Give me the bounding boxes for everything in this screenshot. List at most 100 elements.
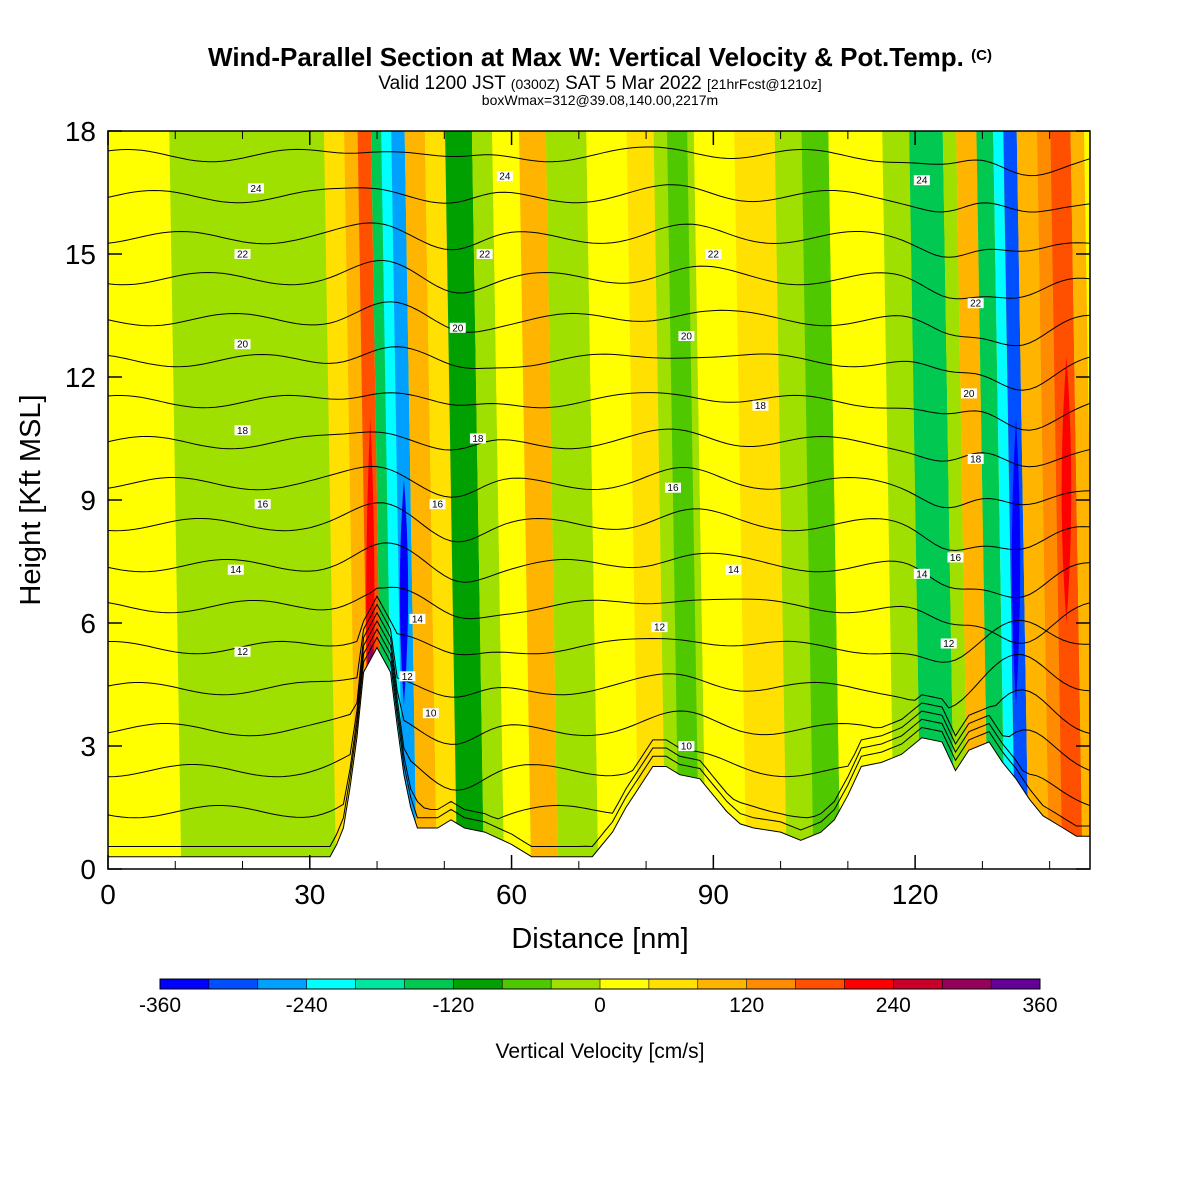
colorbar-tick-label-4: 120 [729,994,764,1017]
contour-label-text: 12 [943,639,955,650]
colorbar-label: Vertical Velocity [cm/s] [496,1040,705,1063]
contour-label-text: 22 [479,250,491,261]
y-axis-label: Height [Kft MSL] [15,394,47,605]
contour-label-text: 22 [708,250,720,261]
theta-contour-24 [108,222,1090,258]
contour-label-box [409,613,426,624]
contour-label-13: 18 [752,400,769,412]
terrain [108,646,1090,869]
colorbar-swatch-17 [991,979,1041,989]
contour-label-28: 10 [678,741,695,753]
velocity-band-25 [909,131,955,869]
contour-label-6: 22 [967,298,984,310]
contour-label-text: 22 [970,299,982,310]
theta-contour-17 [108,502,1090,552]
velocity-core-1 [399,479,409,705]
theta-contour-13 [108,603,1090,709]
velocity-band-29 [993,131,1016,869]
colorbar-swatch-16 [942,979,992,989]
contour-label-3: 22 [234,249,251,261]
forecast-info: [21hrFcst@1210z] [706,76,822,92]
contour-label-text: 18 [237,426,249,437]
velocity-band-22 [801,131,841,869]
contour-label-box [967,454,984,464]
contour-label-text: 20 [452,323,464,334]
contour-label-text: 16 [257,500,269,511]
contour-label-text: 14 [412,614,424,625]
contour-label-10: 20 [960,388,977,400]
contour-label-5: 22 [705,249,722,261]
terrain-profile [108,646,1090,869]
contour-label-11: 18 [234,425,251,437]
contour-label-box [725,564,742,575]
contour-label-14: 18 [967,454,984,466]
theta-contour-10 [108,628,1090,820]
contour-label-text: 24 [916,176,928,187]
y-tick-label-0: 0 [80,854,96,885]
x-tick-label-30: 30 [294,879,325,910]
y-tick-label-12: 12 [65,362,96,393]
x-tick-label-120: 120 [892,879,939,910]
colorbar-swatch-8 [551,979,601,989]
colorbar-tick-label-6: 360 [1022,994,1057,1017]
contour-label-0: 24 [247,183,264,195]
contour-label-box [429,499,446,510]
theta-contour-11 [108,619,1090,791]
contour-label-box [913,175,930,186]
velocity-band-11 [471,131,505,869]
contour-label-text: 10 [425,709,437,720]
contour-label-text: 20 [681,332,693,343]
contour-label-text: 12 [237,647,249,658]
contour-label-box [678,741,695,751]
contour-label-text: 14 [230,565,242,576]
contour-label-box [967,298,984,309]
theta-contour-22 [108,301,1090,347]
contour-label-text: 20 [963,389,975,400]
contour-label-box [469,433,486,444]
colorbar-tick-label-3: 0 [594,994,606,1017]
contour-label-text: 24 [250,184,262,195]
contour-label-text: 16 [950,553,962,564]
contour-label-box [678,331,695,341]
contour-label-text: 14 [916,569,928,580]
theta-contour-9 [108,636,1090,848]
contour-label-box [752,400,769,411]
x-tick-label-0: 0 [100,879,116,910]
contour-label-21: 14 [725,564,742,576]
contour-label-15: 16 [254,499,271,511]
contour-label-27: 10 [422,708,439,720]
chart-title: Wind-Parallel Section at Max W: Vertical… [208,42,992,72]
velocity-band-20 [734,131,787,869]
theta-contour-21 [108,346,1090,391]
velocity-band-23 [828,131,895,869]
theta-contour-12 [108,611,1090,745]
colorbar-swatch-7 [502,979,552,989]
y-tick-label-6: 6 [80,608,96,639]
contour-label-22: 14 [913,568,930,580]
x-tick-label-90: 90 [698,879,729,910]
colorbar-swatch-5 [404,979,454,989]
contour-label-box [422,708,439,719]
x-axis-label: Distance [nm] [511,923,688,955]
velocity-band-14 [545,131,599,869]
velocity-band-16 [626,131,666,869]
contour-label-20: 14 [409,613,426,625]
contour-label-box [234,425,251,436]
chart-subtitle: Valid 1200 JST (0300Z) SAT 5 Mar 2022 [2… [378,73,822,94]
contour-label-box [705,249,722,259]
contour-label-text: 10 [681,742,693,753]
contour-label-box [960,388,977,399]
contour-label-8: 20 [449,322,466,334]
colorbar-tick-label-2: -120 [432,994,474,1017]
contour-label-text: 16 [432,500,444,511]
colorbar: -360 -240 -120 0 120 240 360 [139,978,1058,1017]
contour-label-box [234,646,251,657]
contour-label-text: 18 [755,401,767,412]
theta-contour-18 [108,465,1090,509]
contour-label-box [449,322,466,333]
velocity-band-26 [942,131,969,869]
colorbar-swatch-14 [844,979,894,989]
theta-contour-15 [108,586,1090,644]
colorbar-swatch-9 [600,979,650,989]
